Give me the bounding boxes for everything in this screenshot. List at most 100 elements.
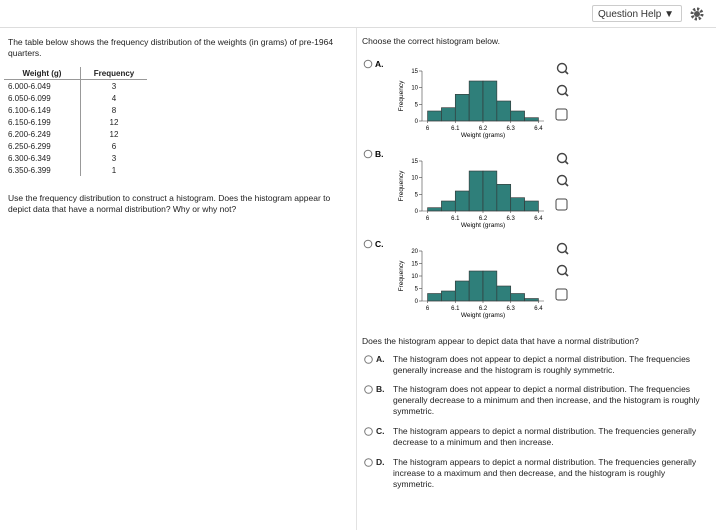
option-label[interactable]: D. (376, 457, 385, 467)
option-text[interactable]: The histogram appears to depict a normal… (393, 457, 697, 489)
weight-class: 6.350-6.399 (8, 165, 51, 175)
histogram-bar (482, 270, 498, 302)
histogram-bar (496, 100, 512, 122)
x-tick-label: 6 (426, 126, 430, 132)
option-text[interactable]: The histogram does not appear to depict … (393, 354, 691, 375)
histogram-bar (454, 94, 470, 122)
radio-button[interactable] (364, 355, 373, 364)
weight-class: 6.250-6.299 (8, 141, 51, 151)
x-tick-label: 6.2 (479, 126, 488, 132)
table-row: 6.300-6.349 3 (4, 152, 147, 164)
histogram-option: A. Frequency 0 5 10 15 6 6.1 6.2 6.3 6.4 Weight (gr… (363, 59, 569, 139)
radio-button[interactable] (363, 149, 373, 159)
open-icon[interactable] (555, 108, 568, 121)
y-axis-label: Frequency (398, 170, 405, 201)
y-tick-label: 10 (411, 274, 418, 280)
option-label[interactable]: A. (376, 354, 385, 364)
option-label[interactable]: B. (376, 384, 385, 394)
column-header: Weight (g) (4, 67, 81, 80)
radio-button[interactable] (364, 385, 373, 394)
zoom-icon[interactable] (556, 84, 568, 96)
radio-circle[interactable] (364, 385, 373, 394)
table-row: 6.100-6.149 8 (4, 104, 147, 116)
option-label[interactable]: C. (375, 239, 384, 249)
table-row: 6.200-6.249 12 (4, 128, 147, 140)
y-tick-label: 5 (415, 287, 419, 293)
weight-class: 6.200-6.249 (8, 129, 51, 139)
radio-button[interactable] (364, 458, 373, 467)
histogram-bar (427, 207, 442, 212)
histogram-bar (524, 117, 539, 122)
table-row: 6.150-6.199 12 (4, 116, 147, 128)
histogram-option: C. Frequency 0 5 10 15 20 6 6.1 6.2 6.3 6.4 Weight (… (363, 239, 569, 319)
y-tick-label: 10 (411, 176, 418, 182)
histogram-bar (510, 110, 525, 122)
zoom-handle[interactable] (564, 160, 569, 165)
zoom-icon[interactable] (556, 264, 568, 276)
histogram-bar (468, 170, 484, 212)
weight-class: 6.150-6.199 (8, 117, 51, 127)
option-text[interactable]: The histogram appears to depict a normal… (393, 426, 697, 447)
histogram-bar (441, 290, 456, 302)
zoom-icon[interactable] (556, 174, 568, 186)
x-tick-label: 6.1 (451, 126, 460, 132)
x-tick-label: 6.1 (451, 216, 460, 222)
open-icon[interactable] (555, 198, 568, 211)
histogram-option: B. Frequency 0 5 10 15 6 6.1 6.2 6.3 6.4 Weight (gr… (363, 149, 569, 229)
help-label[interactable]: Question Help (598, 9, 662, 20)
histogram-bar (510, 293, 525, 302)
frequency: 3 (80, 79, 147, 92)
x-tick-label: 6.3 (507, 216, 516, 222)
y-tick-label: 15 (411, 159, 418, 165)
histogram-bar (496, 285, 512, 302)
zoom-handle[interactable] (564, 92, 569, 97)
question-help-button[interactable]: Question Help ▼ (592, 5, 682, 22)
zoom-handle[interactable] (564, 182, 569, 187)
radio-circle[interactable] (364, 427, 373, 436)
weight-class: 6.000-6.049 (8, 81, 51, 91)
open-icon[interactable] (555, 288, 568, 301)
x-tick-label: 6 (426, 306, 430, 312)
option-label[interactable]: A. (375, 59, 384, 69)
x-tick-label: 6.3 (507, 126, 516, 132)
weight-class: 6.050-6.099 (8, 93, 51, 103)
x-tick-label: 6.4 (534, 216, 543, 222)
x-tick-label: 6.2 (479, 216, 488, 222)
histogram-bar (427, 293, 442, 302)
y-axis-label: Frequency (398, 80, 405, 111)
x-tick-label: 6.2 (479, 306, 488, 312)
table-wrap: Weight (g) Frequency 6.000-6.049 3 6.050-6.0… (4, 67, 147, 176)
option-label[interactable]: B. (375, 149, 384, 159)
header-row: Weight (g) Frequency (4, 67, 147, 80)
divider (0, 27, 716, 28)
histogram-bar (524, 298, 539, 302)
radio-button[interactable] (363, 239, 373, 249)
table-row: 6.250-6.299 6 (4, 140, 147, 152)
option-text[interactable]: The histogram does not appear to depict … (393, 384, 700, 416)
x-tick-label: 6.4 (534, 306, 543, 312)
zoom-icon[interactable] (556, 62, 568, 74)
table-row: 6.000-6.049 3 (4, 79, 147, 92)
zoom-handle[interactable] (564, 272, 569, 277)
radio-button[interactable] (363, 59, 373, 69)
zoom-icon[interactable] (556, 152, 568, 164)
zoom-handle[interactable] (564, 70, 569, 75)
y-tick-label: 20 (411, 249, 418, 255)
x-tick-label: 6.1 (451, 306, 460, 312)
radio-button[interactable] (364, 427, 373, 436)
gear-hub[interactable] (694, 11, 700, 17)
frequency-table: Weight (g) Frequency 6.000-6.049 3 6.050-6.0… (4, 67, 147, 176)
option-label[interactable]: C. (376, 426, 385, 436)
settings-icon[interactable] (689, 6, 705, 22)
histogram-bar (427, 110, 442, 122)
x-tick-label: 6.3 (507, 306, 516, 312)
radio-circle[interactable] (364, 458, 373, 467)
gear[interactable] (690, 7, 704, 21)
y-tick-label: 5 (415, 192, 419, 198)
x-tick-label: 6.4 (534, 126, 543, 132)
zoom-icon[interactable] (556, 242, 568, 254)
radio-circle[interactable] (364, 355, 373, 364)
y-tick-label: 0 (415, 119, 419, 125)
weight-class: 6.300-6.349 (8, 153, 51, 163)
zoom-handle[interactable] (564, 250, 569, 255)
